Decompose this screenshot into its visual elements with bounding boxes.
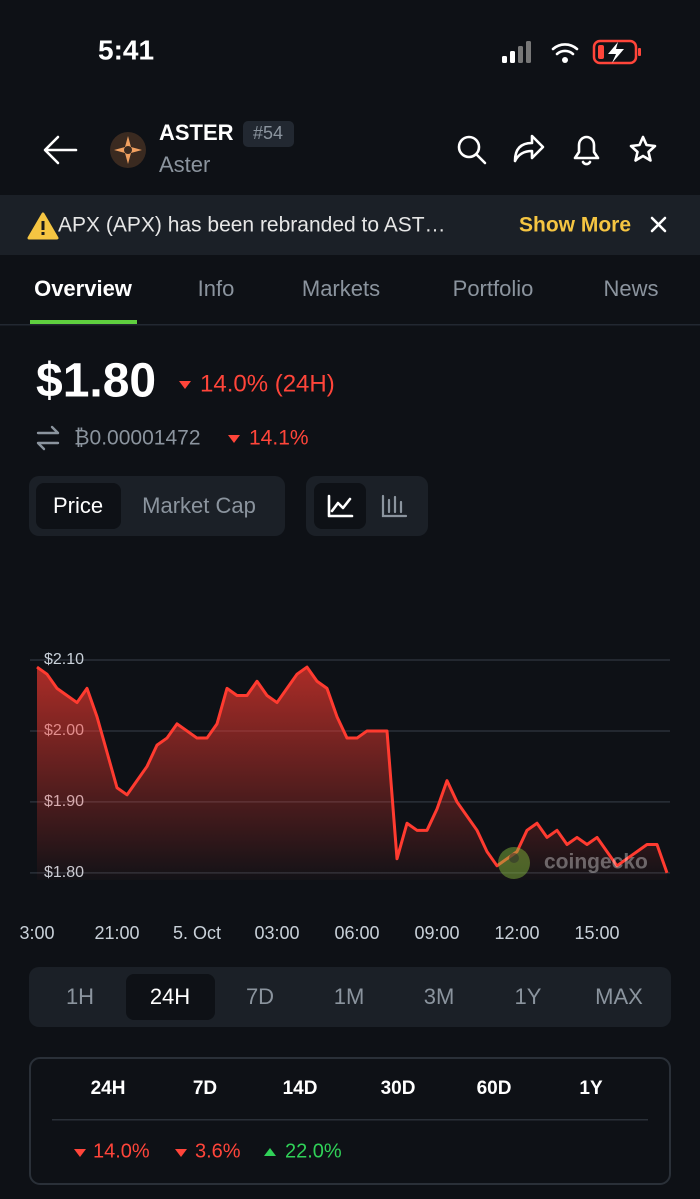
x-tick-label: 15:00 [574, 923, 619, 943]
tab[interactable]: Portfolio [453, 276, 534, 301]
tab[interactable]: Markets [302, 276, 380, 301]
tab[interactable]: Info [198, 276, 235, 301]
candle-chart-button[interactable] [381, 494, 408, 518]
x-tick-label: 09:00 [414, 923, 459, 943]
line-chart-button[interactable] [327, 494, 354, 518]
back-button[interactable] [43, 135, 78, 165]
range-option[interactable]: 1H [66, 984, 94, 1009]
performance-period: 14D [283, 1078, 318, 1099]
coin-rank: #54 [253, 123, 283, 143]
notice-show-more[interactable]: Show More [519, 214, 631, 237]
performance-change: 14.0% [93, 1140, 150, 1162]
x-tick-label: 5. Oct [173, 923, 221, 943]
range-selected [126, 974, 215, 1020]
range-option[interactable]: 1M [334, 984, 365, 1009]
tab-bar: Overview Info Markets Portfolio News [34, 276, 658, 301]
status-time: 5:41 [98, 34, 154, 65]
range-option[interactable]: MAX [595, 984, 643, 1009]
favorite-button[interactable] [629, 135, 657, 162]
range-option[interactable]: 24H [150, 984, 190, 1009]
status-icons [502, 39, 641, 65]
area-fill [37, 667, 667, 880]
divider [52, 1119, 648, 1121]
price-btc: ₿0.00001472 [74, 427, 201, 450]
performance-period: 30D [381, 1078, 416, 1099]
mode-option[interactable]: Market Cap [142, 493, 256, 518]
range-option[interactable]: 1Y [515, 984, 542, 1009]
range-options: 1H 24H 7D 1M 3M 1Y MAX [66, 984, 643, 1009]
coin-logo [110, 132, 146, 168]
range-option[interactable]: 3M [424, 984, 455, 1009]
watermark: coingecko [544, 851, 648, 874]
x-tick-label: 12:00 [494, 923, 539, 943]
performance-change: 3.6% [195, 1140, 241, 1162]
performance-period: 24H [91, 1078, 126, 1099]
search-button[interactable] [457, 135, 487, 165]
x-tick-label: 03:00 [254, 923, 299, 943]
performance-change: 22.0% [285, 1140, 342, 1162]
down-arrow [74, 1149, 86, 1157]
tab-underline [30, 320, 137, 324]
mode-selected [36, 483, 121, 529]
notice-banner [0, 195, 700, 255]
price-btc-change: 14.1% [249, 427, 309, 450]
performance-period: 60D [477, 1078, 512, 1099]
coin-name: Aster [159, 152, 210, 177]
warning-icon [27, 212, 59, 240]
x-tick-label: 3:00 [19, 923, 54, 943]
alert-button[interactable] [573, 135, 600, 166]
divider [0, 324, 700, 326]
price-usd: $1.80 [36, 355, 156, 408]
performance-card [29, 1057, 671, 1185]
down-arrow [175, 1149, 187, 1157]
price-change: 14.0% (24H) [200, 370, 335, 397]
price-line [36, 665, 669, 874]
range-option[interactable]: 7D [246, 984, 274, 1009]
performance-period: 7D [193, 1078, 217, 1099]
down-arrow [179, 381, 191, 389]
performance-period: 1Y [579, 1078, 603, 1099]
down-arrow [228, 435, 240, 443]
x-tick-label: 21:00 [94, 923, 139, 943]
tab[interactable]: News [603, 276, 658, 301]
y-tick-label: $2.10 [44, 651, 84, 668]
mode-option[interactable]: Price [53, 493, 103, 518]
swap-icon [36, 425, 60, 451]
coin-symbol: ASTER [159, 120, 234, 145]
performance-table: 24H 7D 14D 30D 60D 1Y [91, 1078, 603, 1099]
rank-badge [243, 121, 294, 147]
notice-text: APX (APX) has been rebranded to AST… [58, 214, 446, 237]
x-tick-label: 06:00 [334, 923, 379, 943]
watermark-logo [498, 847, 530, 879]
tab[interactable]: Overview [34, 276, 133, 301]
up-arrow [264, 1148, 276, 1156]
watermark-eye [509, 853, 519, 863]
share-button[interactable] [513, 134, 545, 163]
notice-close[interactable] [650, 216, 667, 233]
